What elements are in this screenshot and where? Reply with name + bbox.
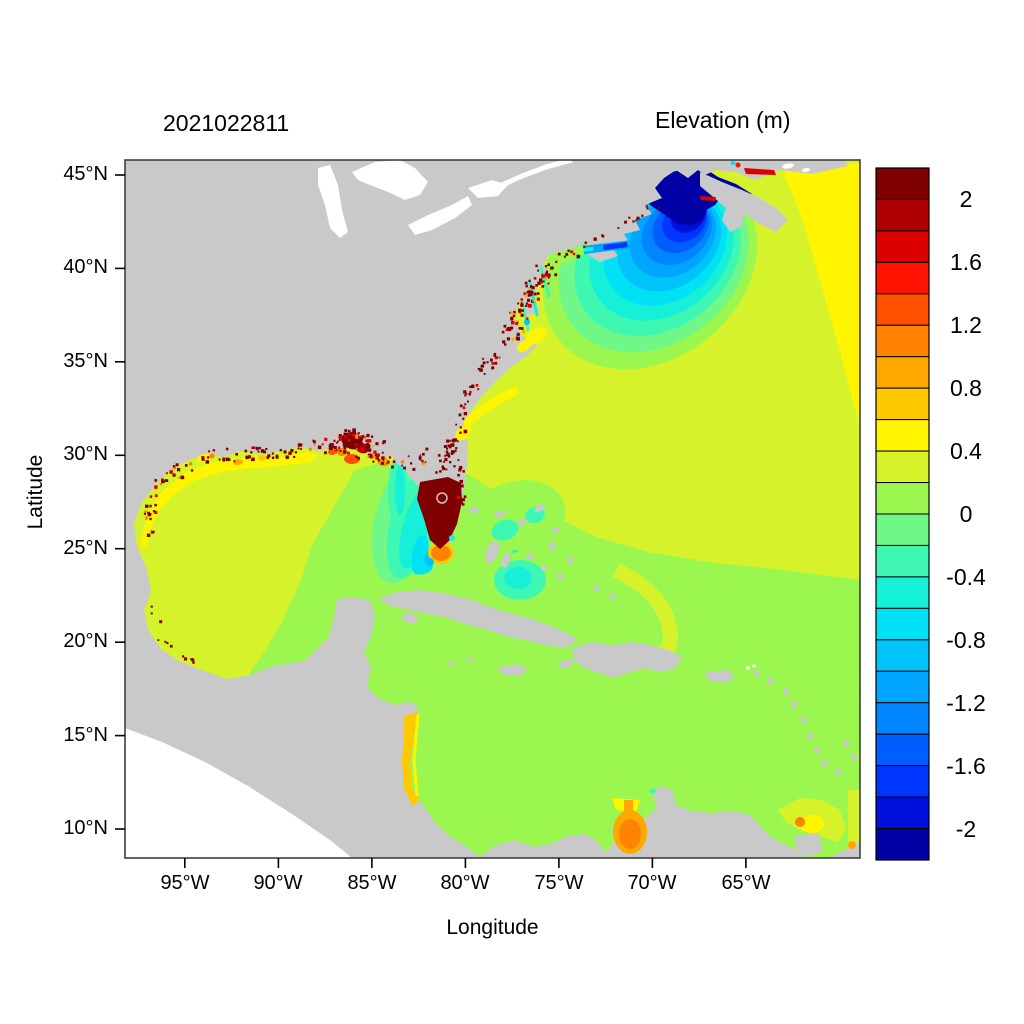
lake-erie [408, 196, 472, 235]
gulf-coastal-band [140, 452, 318, 548]
florida-bay-spot [431, 545, 451, 561]
nova-scotia-offshore-high [784, 163, 860, 428]
colorbar-segment [875, 765, 930, 798]
lake-ontario [468, 180, 508, 198]
colorbar-title: Elevation (m) [655, 107, 791, 133]
colorbar-tick-label: 1.2 [950, 312, 982, 338]
colorbar-tick-label: -0.8 [946, 627, 986, 653]
long-island-sound-low [583, 240, 630, 254]
colorbar-tick-label: -1.2 [946, 690, 986, 716]
colorbar-segment [875, 796, 930, 830]
x-axis-label: Longitude [446, 916, 539, 939]
x-tick-label: 95°W [160, 872, 210, 894]
colorbar-segment [875, 607, 930, 641]
coastal-speckles [143, 205, 660, 664]
colorbar-segment [875, 733, 930, 767]
pacific-no-data [125, 728, 352, 858]
cuba [378, 590, 578, 648]
colorbar-segment [875, 230, 930, 263]
y-tick-label: 40°N [63, 256, 108, 278]
colorbar-segment [875, 293, 930, 326]
x-tick-label: 80°W [440, 872, 490, 894]
colorbar-tick-label: -0.4 [946, 564, 986, 590]
colorbar-segment [875, 198, 930, 232]
map-layers [125, 160, 860, 858]
plot-frame [124, 159, 861, 859]
colorbar [875, 167, 930, 861]
nicaragua-coast-high [402, 712, 420, 806]
y-tick-label: 35°N [63, 350, 108, 372]
puerto-rico [705, 670, 735, 683]
colorbar-segment [875, 482, 930, 515]
colorbar-segment [875, 450, 930, 484]
y-tick-label: 25°N [63, 537, 108, 559]
colorbar-segment [875, 639, 930, 672]
colorbar-segment [875, 387, 930, 421]
y-tick-label: 10°N [63, 817, 108, 839]
colorbar-tick-label: 2 [959, 186, 973, 212]
lake-michigan [318, 165, 348, 238]
nova-scotia-land [700, 172, 788, 232]
st-lawrence-river [498, 160, 573, 189]
colorbar-segment [875, 324, 930, 358]
jamaica [497, 664, 528, 676]
lake-okeechobee [436, 492, 448, 504]
colorbar-segment [875, 419, 930, 452]
colorbar-segment [875, 513, 930, 546]
x-tick-label: 70°W [627, 872, 677, 894]
north-america-land [125, 160, 848, 858]
outer-banks-high [525, 327, 547, 345]
hispaniola [572, 642, 682, 678]
south-florida-high [417, 477, 462, 549]
y-tick-label: 30°N [63, 443, 108, 465]
colorbar-segment [875, 544, 930, 578]
colorbar-tick-label: 0.8 [950, 375, 982, 401]
colorbar-tick-label: -2 [955, 816, 977, 842]
x-tick-label: 75°W [534, 872, 584, 894]
colorbar-segment [875, 261, 930, 295]
plot-timestamp-title: 2021022811 [163, 110, 290, 136]
lake-huron [352, 160, 428, 200]
colorbar-segment [875, 167, 930, 200]
colorbar-segment [875, 702, 930, 735]
colorbar-tick-label: -1.6 [946, 753, 986, 779]
colorbar-segment [875, 356, 930, 389]
trinidad [794, 833, 823, 857]
y-tick-label: 45°N [63, 163, 108, 185]
y-tick-label: 15°N [63, 724, 108, 746]
colorbar-segment [875, 828, 930, 861]
colorbar-tick-label: 0.4 [950, 438, 982, 464]
colorbar-segment [875, 670, 930, 704]
y-tick-label: 20°N [63, 630, 108, 652]
nova-scotia-streak [744, 168, 776, 175]
x-tick-label: 85°W [347, 872, 397, 894]
x-tick-label: 90°W [253, 872, 303, 894]
x-tick-label: 65°W [721, 872, 771, 894]
colorbar-tick-label: 0 [959, 501, 973, 527]
colorbar-tick-label: 1.6 [950, 249, 982, 275]
colorbar-segment [875, 576, 930, 609]
